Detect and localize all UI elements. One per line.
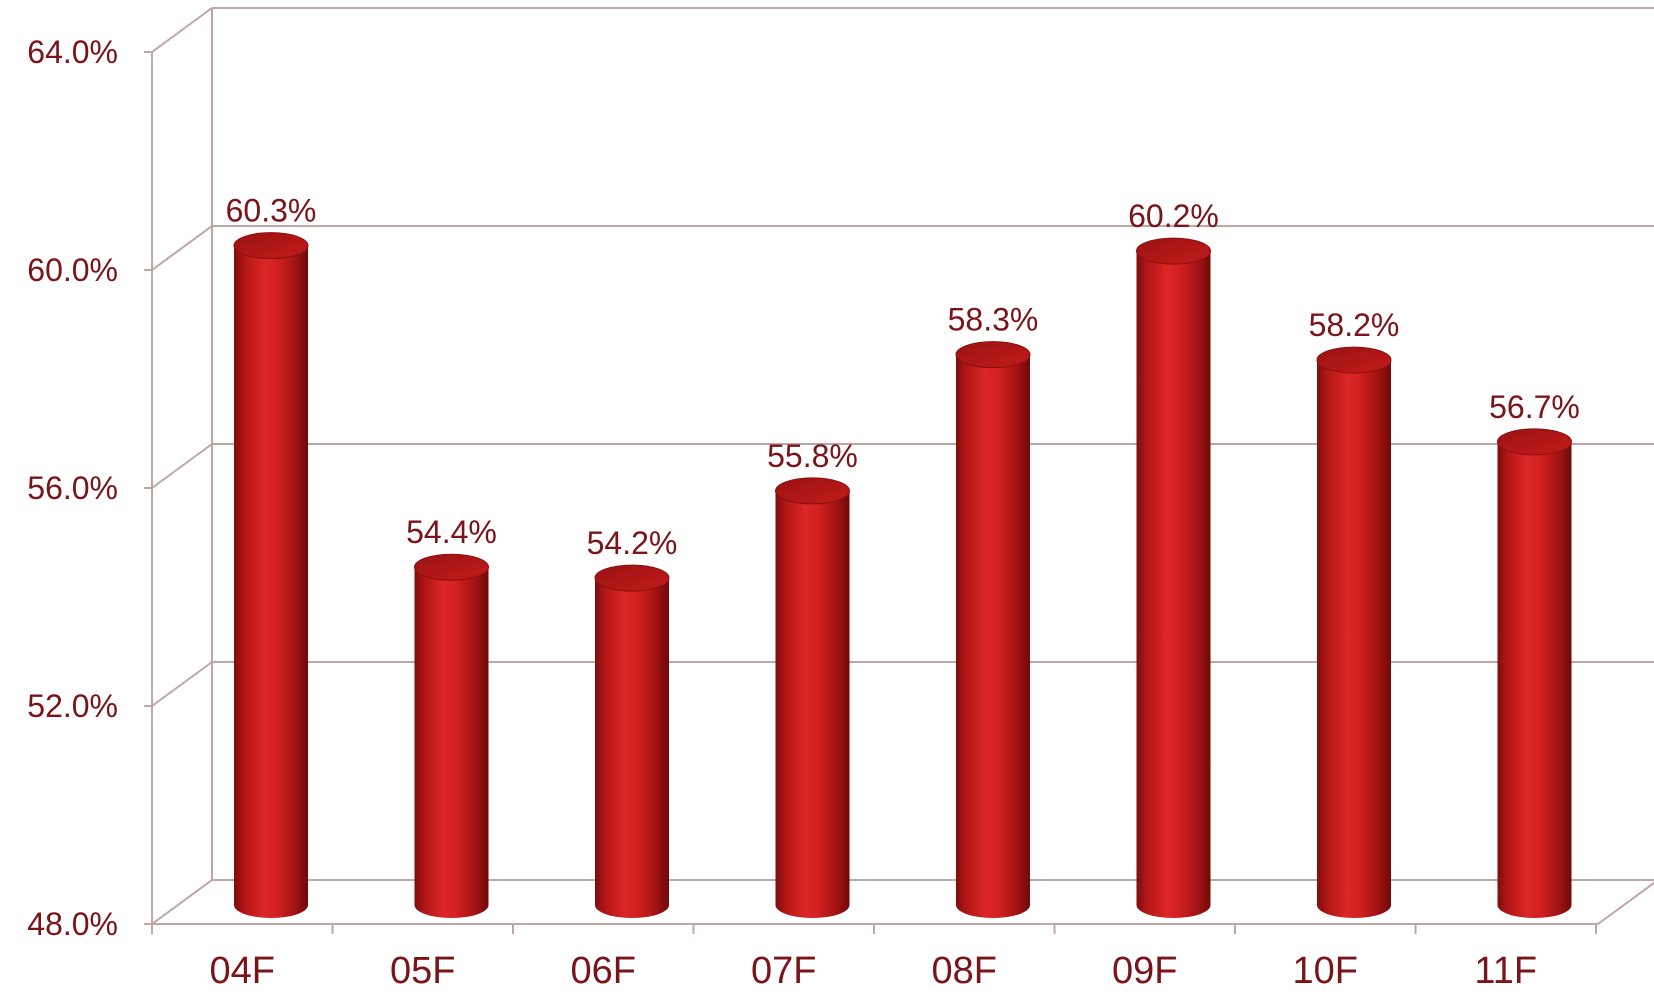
bar: [1316, 346, 1392, 919]
y-tick-label: 64.0%: [27, 34, 118, 70]
data-label: 58.3%: [948, 302, 1039, 338]
axis-layer: [151, 8, 1654, 934]
grid-layer: [144, 7, 1654, 925]
data-label: 60.2%: [1128, 198, 1219, 234]
y-tick-label: 48.0%: [27, 906, 118, 942]
gridline: [144, 443, 1654, 489]
x-tick-label: 07F: [751, 950, 816, 992]
gridline: [144, 661, 1654, 707]
data-label: 58.2%: [1309, 307, 1400, 343]
data-label: 56.7%: [1489, 389, 1580, 425]
x-tick-label: 11F: [1474, 950, 1537, 992]
bar: [414, 553, 489, 918]
bar: [233, 232, 309, 918]
x-tick-label: 08F: [932, 950, 997, 992]
bars-layer: [233, 232, 1572, 919]
labels-layer: 48.0% 52.0% 56.0% 60.0% 64.0% 60.3% 04F 54.4% 05…: [27, 34, 1580, 992]
data-label: 54.4%: [406, 514, 497, 550]
bar: [594, 564, 670, 918]
x-tick-label: 06F: [571, 950, 636, 992]
gridline: [144, 225, 1654, 271]
x-tick-label: 04F: [210, 950, 275, 992]
gridline: [144, 879, 1654, 925]
bar: [955, 341, 1031, 918]
x-tick-label: 05F: [390, 950, 455, 992]
bar: [1497, 428, 1572, 918]
data-label: 60.3%: [226, 193, 317, 229]
bar: [775, 477, 850, 918]
floor-edge-line: [1597, 881, 1654, 925]
x-tick-label: 10F: [1293, 950, 1358, 992]
y-tick-label: 56.0%: [27, 470, 118, 506]
x-tick-label: 09F: [1112, 950, 1177, 992]
data-label: 54.2%: [587, 525, 678, 561]
y-tick-label: 52.0%: [27, 688, 118, 724]
data-label: 55.8%: [767, 438, 858, 474]
bar: [1136, 237, 1211, 919]
y-tick-label: 60.0%: [27, 252, 118, 288]
gridline: [144, 7, 1654, 53]
